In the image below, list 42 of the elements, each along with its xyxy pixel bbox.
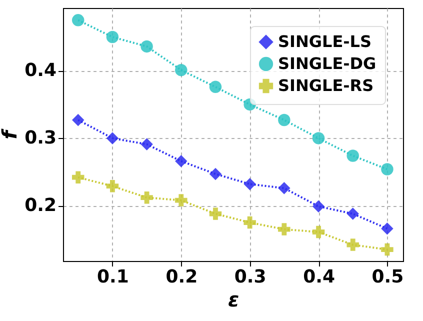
point [244, 178, 256, 190]
point [209, 80, 222, 94]
point [72, 114, 84, 126]
point [278, 182, 290, 194]
x-axis-title: ε [228, 288, 240, 312]
point [346, 150, 359, 162]
point [244, 216, 256, 229]
point [278, 114, 290, 126]
y-tick-label: 0.3 [24, 128, 56, 149]
point [140, 40, 153, 53]
y-tick-label: 0.2 [24, 195, 56, 216]
point [140, 191, 153, 204]
point [72, 171, 84, 184]
legend-label: SINGLE-RS [278, 76, 374, 95]
legend-label: SINGLE-DG [278, 54, 376, 73]
point [312, 132, 325, 144]
point [346, 238, 359, 251]
point [106, 180, 119, 192]
point [346, 208, 359, 220]
point [312, 226, 325, 238]
point [140, 138, 153, 150]
point [381, 243, 394, 256]
point [72, 14, 84, 26]
y-tick-label: 0.4 [24, 60, 56, 82]
y-axis-title: f [0, 128, 22, 140]
legend-label: SINGLE-LS [278, 32, 372, 51]
point [106, 132, 119, 144]
point [381, 222, 394, 235]
point [175, 155, 188, 168]
point [381, 163, 394, 176]
point [209, 168, 222, 180]
x-tick-label: 0.4 [303, 266, 335, 288]
x-tick-label: 0.3 [234, 266, 266, 288]
x-tick-label: 0.1 [97, 266, 129, 288]
point [278, 223, 290, 236]
point [175, 64, 188, 76]
point [175, 194, 188, 206]
point [312, 200, 325, 212]
x-tick-label: 0.5 [372, 266, 404, 288]
point [209, 208, 222, 220]
x-tick-label: 0.2 [166, 266, 198, 288]
point [106, 30, 119, 44]
